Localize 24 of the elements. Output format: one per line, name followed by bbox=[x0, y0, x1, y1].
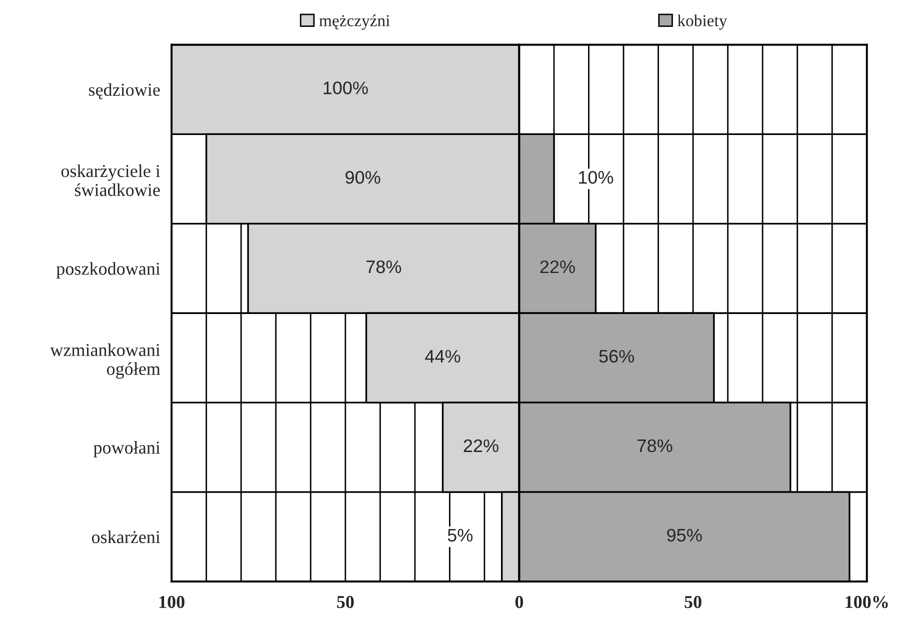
legend-label: kobiety bbox=[678, 14, 728, 30]
y-tick-label: sędziowie bbox=[89, 83, 160, 100]
x-tick-label: 100% bbox=[846, 596, 888, 608]
x-tick-label: 50 bbox=[684, 596, 702, 608]
y-tick-label: oskarżeni bbox=[92, 530, 160, 544]
y-tick-label: powołani bbox=[94, 441, 160, 458]
data-label: 56% bbox=[599, 350, 634, 363]
y-tick-label: wzmiankowani ogółem bbox=[50, 343, 160, 379]
data-label: 78% bbox=[366, 260, 402, 274]
data-label: 78% bbox=[638, 439, 672, 452]
data-label: 22% bbox=[464, 439, 498, 452]
y-tick-label: poszkodowani bbox=[56, 262, 160, 278]
data-label: 90% bbox=[346, 170, 380, 184]
data-label: 100% bbox=[324, 82, 368, 94]
data-label: 5% bbox=[448, 528, 473, 542]
data-label: 10% bbox=[579, 170, 614, 184]
data-label: 44% bbox=[425, 350, 460, 363]
x-tick-label: 50 bbox=[337, 596, 354, 608]
data-label: 22% bbox=[540, 260, 575, 274]
y-tick-label: oskarżyciele i świadkowie bbox=[61, 164, 160, 196]
legend-label: mężczyźni bbox=[319, 14, 390, 30]
x-tick-label: 0 bbox=[515, 596, 524, 608]
x-tick-label: 100 bbox=[159, 596, 184, 608]
data-label: 95% bbox=[667, 528, 702, 542]
